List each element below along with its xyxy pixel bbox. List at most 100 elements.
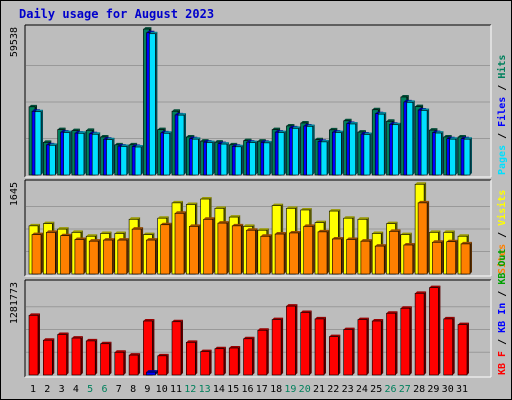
bar-bottom-kb-f-day-26-face: [386, 312, 396, 376]
bar-middle-visits-day-13-top: [200, 197, 212, 200]
bar-middle-sites-day-8-face: [131, 228, 142, 275]
panel-bottom-legend-part-2: KB In: [497, 303, 508, 333]
bar-bottom-kb-f-day-18-top: [272, 317, 284, 320]
bar-middle-sites-day-10-top: [160, 222, 172, 225]
bar-top-pages-day-18-top: [278, 130, 287, 133]
bar-top-pages-day-22-top: [335, 130, 344, 133]
x-tick-label-day-21: 21: [313, 384, 325, 395]
bar-bottom-kb-f-day-22-face: [328, 336, 339, 376]
bar-bottom-kb-f-day-18: [271, 317, 284, 376]
bar-bottom-kb-f-day-3-face: [57, 334, 67, 376]
bar-bottom-kb-f-day-2-top: [43, 338, 55, 341]
bar-middle-sites-day-8-side: [141, 227, 144, 274]
bar-top-pages-day-16: [249, 140, 258, 176]
bar-middle-visits-day-11-top: [172, 200, 183, 203]
bar-top-pages-day-29-top: [435, 131, 444, 134]
bar-bottom-kb-f-day-6-face: [100, 343, 110, 376]
bar-middle-visits-day-10-top: [157, 216, 169, 219]
bar-bottom-kb-f-day-8-side: [138, 353, 141, 375]
bar-bottom-kb-f-day-31: [457, 322, 469, 376]
bar-middle-sites-day-24-side: [369, 239, 372, 274]
bar-middle-sites-day-6: [103, 238, 115, 275]
bar-top-pages-day-28-face: [420, 110, 428, 176]
bar-bottom-kb-f-day-27-face: [400, 307, 411, 376]
bar-middle-visits-day-12-top: [186, 202, 198, 205]
bar-bottom-kb-f-day-21-top: [315, 316, 326, 319]
bar-middle-sites-day-27: [403, 243, 415, 275]
bar-middle-sites-day-26-face: [389, 231, 399, 275]
bar-top-pages-day-23-side: [355, 121, 358, 175]
bar-bottom-kb-f-day-18-face: [271, 319, 282, 376]
bar-bottom-kb-f-day-1: [28, 313, 40, 376]
bar-middle-sites-day-15-side: [241, 223, 244, 274]
bar-bottom-kb-f-day-24-face: [357, 319, 368, 376]
bar-middle-sites-day-1-side: [41, 232, 43, 274]
bar-middle-sites-day-25: [374, 244, 387, 275]
bar-bottom-kb-f-day-16: [243, 336, 255, 376]
bar-middle-sites-day-20-top: [303, 224, 315, 227]
bar-bottom-kb-f-day-26-side: [395, 311, 398, 375]
panel-top-ymax-label: 59538: [9, 27, 20, 57]
bar-middle-sites-day-17-side: [269, 234, 272, 274]
bar-middle-sites-day-25-top: [375, 244, 387, 247]
bar-top-pages-day-1: [34, 109, 43, 176]
bar-top-pages-day-15-face: [234, 146, 242, 176]
bar-middle-sites-day-18: [274, 232, 287, 275]
bar-top-hits-day-25-top: [372, 107, 381, 110]
bar-top-pages-day-2: [48, 143, 58, 176]
bar-middle-sites-day-12: [189, 224, 201, 275]
bar-middle-sites-day-28-face: [417, 202, 428, 275]
bar-middle-sites-day-3-face: [60, 235, 70, 275]
bar-bottom-kb-f-day-13-top: [200, 349, 212, 352]
bar-top-pages-day-23: [349, 121, 358, 176]
bar-middle-sites-day-8: [131, 227, 144, 275]
bar-bottom-kb-f-day-16-face: [243, 338, 253, 376]
bar-top-pages-day-12-face: [192, 138, 199, 176]
bar-top-pages-day-8-side: [141, 145, 144, 175]
bar-middle-sites-day-15-face: [231, 225, 242, 275]
bar-top-hits-day-10-top: [157, 127, 166, 130]
x-tick-label-day-25: 25: [370, 384, 382, 395]
bar-top-pages-day-26-face: [392, 124, 399, 176]
bar-top-pages-day-22-face: [334, 132, 342, 176]
panel-bottom-legend-part-4: KB Out: [497, 249, 508, 285]
bar-bottom-kb-f-day-12-face: [186, 342, 196, 376]
bar-top-pages-day-30-face: [449, 138, 457, 176]
x-tick-label-day-15: 15: [227, 384, 239, 395]
bar-top-pages-day-29-side: [441, 131, 444, 175]
x-tick-label-day-28: 28: [413, 384, 425, 395]
bar-top-pages-day-1-side: [41, 109, 43, 175]
bar-bottom-kb-f-day-28-face: [414, 293, 425, 376]
bar-top-pages-day-27-top: [406, 100, 415, 103]
bar-middle-visits-day-27-top: [400, 232, 412, 235]
bar-top-hits-day-1-top: [29, 104, 37, 107]
bar-middle-visits-day-9-top: [143, 232, 155, 235]
bar-top-hits-day-9-top: [143, 27, 152, 30]
bar-bottom-kb-f-day-16-top: [243, 336, 255, 339]
bar-top-pages-day-15: [234, 144, 244, 176]
bar-middle-visits-day-1-top: [29, 223, 40, 226]
bar-top-pages-day-21-face: [320, 141, 328, 176]
x-tick-label-day-14: 14: [213, 384, 225, 395]
bar-top-pages-day-14-top: [220, 142, 229, 145]
bar-top-pages-day-4: [77, 131, 86, 176]
bar-middle-sites-day-23-face: [346, 239, 356, 275]
bar-middle-sites-day-21-top: [318, 229, 329, 232]
bar-bottom-kb-f-day-15-face: [228, 347, 239, 376]
bar-top-pages-day-23-top: [349, 121, 358, 124]
bar-bottom-kb-f-day-29: [429, 285, 441, 376]
bar-middle-sites-day-31-top: [461, 241, 472, 244]
bar-bottom-kb-f-day-23-top: [343, 327, 355, 330]
bar-middle-sites-day-28: [417, 200, 430, 275]
bar-middle-sites-day-13-face: [203, 218, 213, 275]
bar-bottom-kb-f-day-8: [128, 353, 141, 376]
x-tick-label-day-7: 7: [116, 384, 122, 395]
bar-top-pages-day-21: [320, 139, 329, 176]
bar-middle-sites-day-27-face: [403, 244, 414, 275]
bar-top-hits-day-21-top: [315, 137, 323, 140]
x-tick-label-day-19: 19: [284, 384, 296, 395]
bar-middle-sites-day-16-top: [246, 228, 258, 231]
bar-middle-visits-day-4-top: [71, 230, 83, 233]
bar-bottom-kb-f-day-4-top: [71, 336, 83, 339]
